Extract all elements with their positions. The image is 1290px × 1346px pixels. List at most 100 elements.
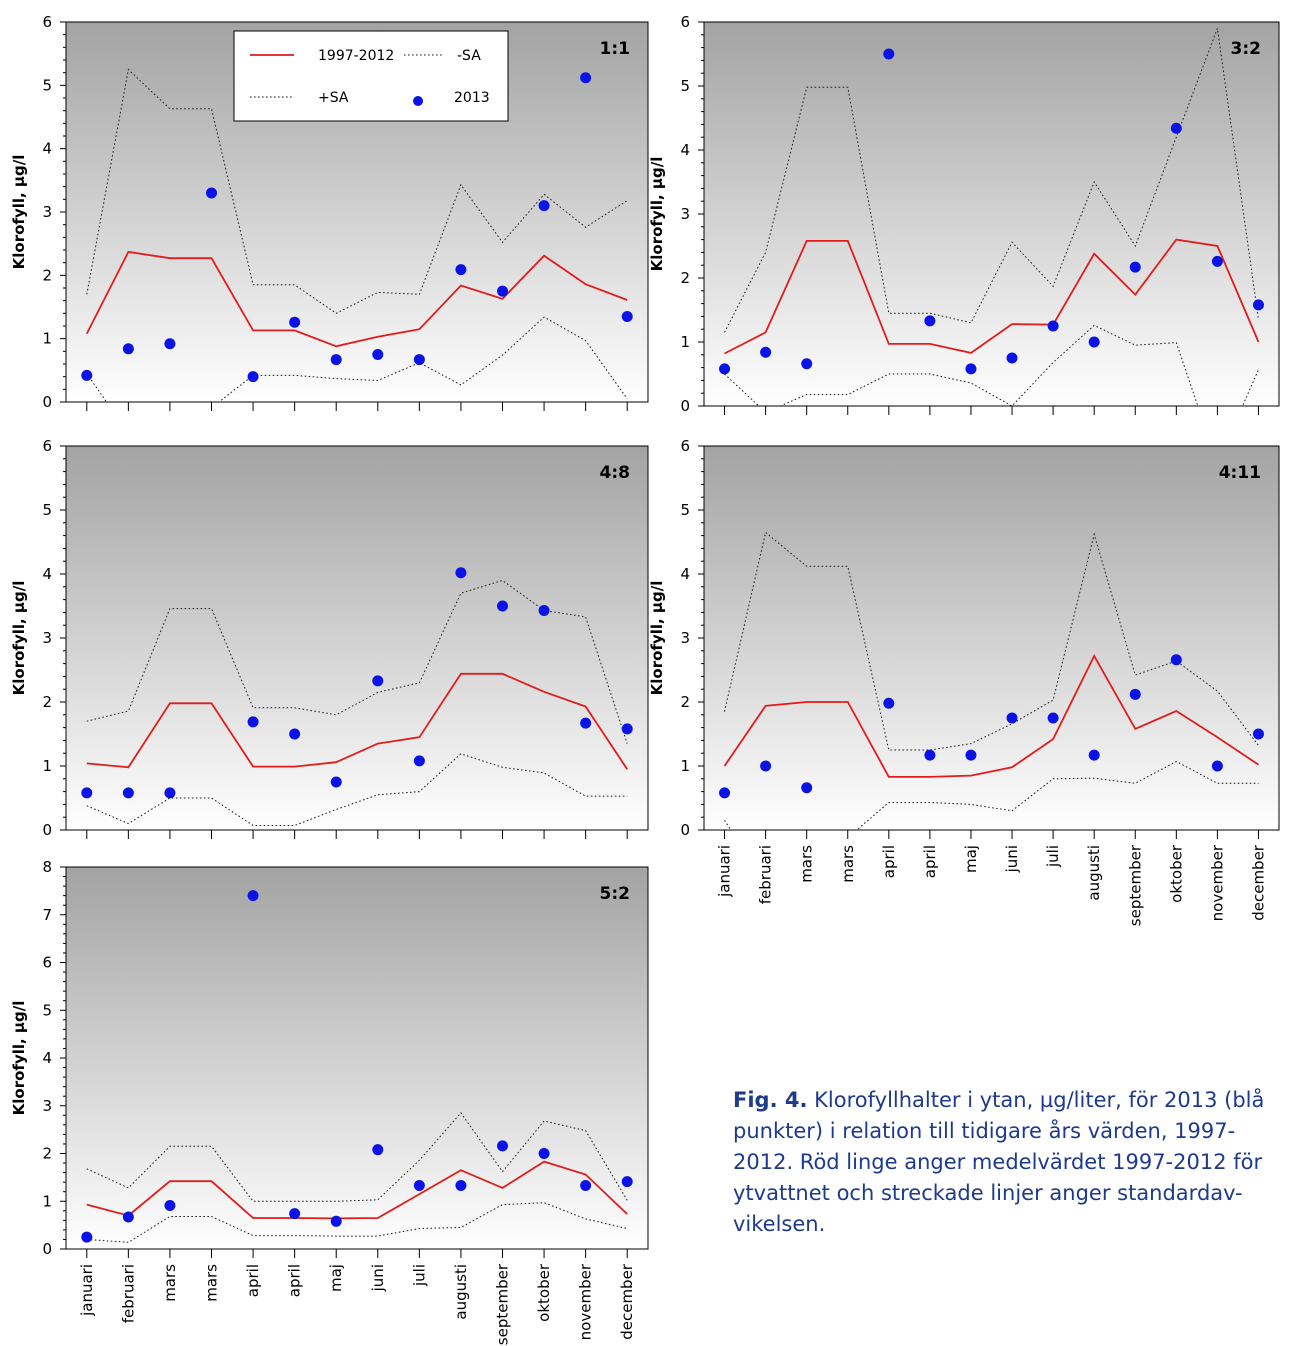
y-tick-label: 6 — [680, 13, 690, 31]
figure-caption: Fig. 4. Klorofyllhalter i ytan, µg/liter… — [733, 1085, 1273, 1240]
y-tick-label: 1 — [42, 330, 52, 348]
obs-point — [247, 890, 259, 902]
obs-point — [330, 354, 342, 366]
obs-point — [1088, 749, 1100, 761]
x-tick-label: februari — [119, 1264, 137, 1323]
mean-line — [723, 653, 1260, 778]
y-tick-label: 3 — [42, 629, 52, 647]
y-tick-label: 3 — [42, 203, 52, 221]
obs-point — [122, 343, 134, 355]
obs-point — [621, 723, 633, 735]
y-tick-label: 2 — [680, 269, 690, 287]
obs-point — [580, 72, 592, 84]
y-tick-label: 1 — [680, 333, 690, 351]
obs-point — [330, 1215, 342, 1227]
x-tick-label: april — [244, 1264, 262, 1297]
x-tick-label: mars — [203, 1264, 221, 1302]
x-tick-label: december — [618, 1263, 636, 1340]
legend-obs-label: 2013 — [454, 90, 490, 106]
obs-point — [497, 285, 508, 297]
obs-point — [455, 264, 467, 276]
obs-point — [1006, 712, 1018, 724]
legend: 1997-2012 -SA +SA 2013 — [233, 30, 509, 122]
obs-point — [1211, 255, 1223, 267]
obs-point — [965, 363, 977, 375]
chart-panel-4-8: 0 1 2 3 4 5 6 Klorofyll, µg/l 4:8 — [10, 437, 649, 839]
plus-sd-line — [86, 68, 628, 314]
minus-sd-line — [724, 760, 1259, 830]
x-tick-label: juni — [369, 1264, 387, 1292]
obs-point — [1252, 299, 1264, 311]
x-tick-label: december — [1249, 844, 1267, 921]
obs-point — [1129, 688, 1141, 700]
chart-panel-4-11: 0 1 2 3 4 5 6 Klorofyll, µg/l januari februari mar… — [648, 437, 1280, 926]
series-lines — [85, 68, 628, 402]
obs-point — [1047, 320, 1059, 332]
legend-mean-label: 1997-2012 — [318, 48, 394, 64]
x-tick-label: mars — [798, 845, 816, 883]
x-tick-label: maj — [962, 845, 980, 873]
y-tick-label: 0 — [42, 393, 52, 411]
obs-point — [1088, 336, 1100, 348]
y-tick-label: 4 — [680, 565, 690, 583]
obs-point — [81, 1231, 93, 1243]
y-tick-label: 8 — [42, 858, 52, 876]
obs-point — [883, 697, 895, 709]
x-tick-label: juli — [1044, 845, 1062, 868]
obs-point — [924, 315, 936, 327]
obs-point — [289, 316, 301, 328]
y-tick-label: 6 — [42, 954, 52, 972]
obs-point — [580, 717, 592, 729]
obs-point — [122, 787, 134, 799]
mean-line — [85, 250, 628, 348]
obs-point — [965, 749, 977, 761]
plot-area — [703, 21, 1280, 407]
obs-point — [538, 1148, 550, 1159]
chart-panel-5-2: 0 1 2 3 4 5 6 7 8 Klorofyll, µg/l januari februari m… — [10, 858, 649, 1345]
y-tick-label: 5 — [680, 501, 690, 519]
obs-point — [497, 1140, 508, 1152]
legend-box — [233, 30, 509, 122]
obs-point — [801, 782, 813, 794]
minus-sd-line — [86, 316, 628, 402]
y-tick-label: 2 — [680, 693, 690, 711]
obs-point — [1170, 122, 1182, 134]
y-tick-label: 4 — [42, 1049, 52, 1067]
obs-point — [1047, 712, 1059, 724]
obs-point — [455, 567, 467, 579]
x-tick-label: april — [880, 845, 898, 878]
x-tick-label: april — [286, 1264, 304, 1297]
obs-point — [413, 1179, 425, 1191]
y-tick-label: 5 — [680, 77, 690, 95]
obs-point — [247, 371, 259, 383]
y-tick-label: 0 — [42, 821, 52, 839]
y-tick-label: 5 — [42, 1001, 52, 1019]
y-tick-label: 5 — [42, 501, 52, 519]
station-label: 4:11 — [1219, 463, 1261, 483]
obs-point — [164, 1200, 176, 1212]
obs-point — [760, 346, 772, 358]
mean-line — [724, 238, 1260, 355]
x-tick-label: oktober — [535, 1263, 553, 1322]
obs-point — [164, 787, 176, 799]
plot-area — [65, 445, 649, 831]
obs-point — [924, 749, 936, 761]
x-tick-label: maj — [327, 1264, 345, 1292]
y-tick-label: 7 — [42, 906, 52, 924]
y-axis-label: Klorofyll, µg/l — [10, 155, 28, 270]
y-axis-label: Klorofyll, µg/l — [10, 581, 28, 696]
obs-point — [81, 787, 93, 799]
plus-sd-line — [86, 579, 628, 744]
obs-point — [247, 716, 259, 728]
obs-point — [538, 200, 550, 212]
x-tick-label: juni — [1003, 845, 1021, 873]
y-axis-label: Klorofyll, µg/l — [648, 581, 666, 696]
obs-point — [1006, 352, 1018, 364]
minus-sd-line — [724, 324, 1259, 406]
x-tick-label: oktober — [1167, 844, 1185, 903]
y-tick-label: 2 — [42, 693, 52, 711]
obs-point — [580, 1179, 592, 1191]
x-tick-label: november — [1208, 844, 1226, 921]
obs-point — [719, 787, 731, 799]
